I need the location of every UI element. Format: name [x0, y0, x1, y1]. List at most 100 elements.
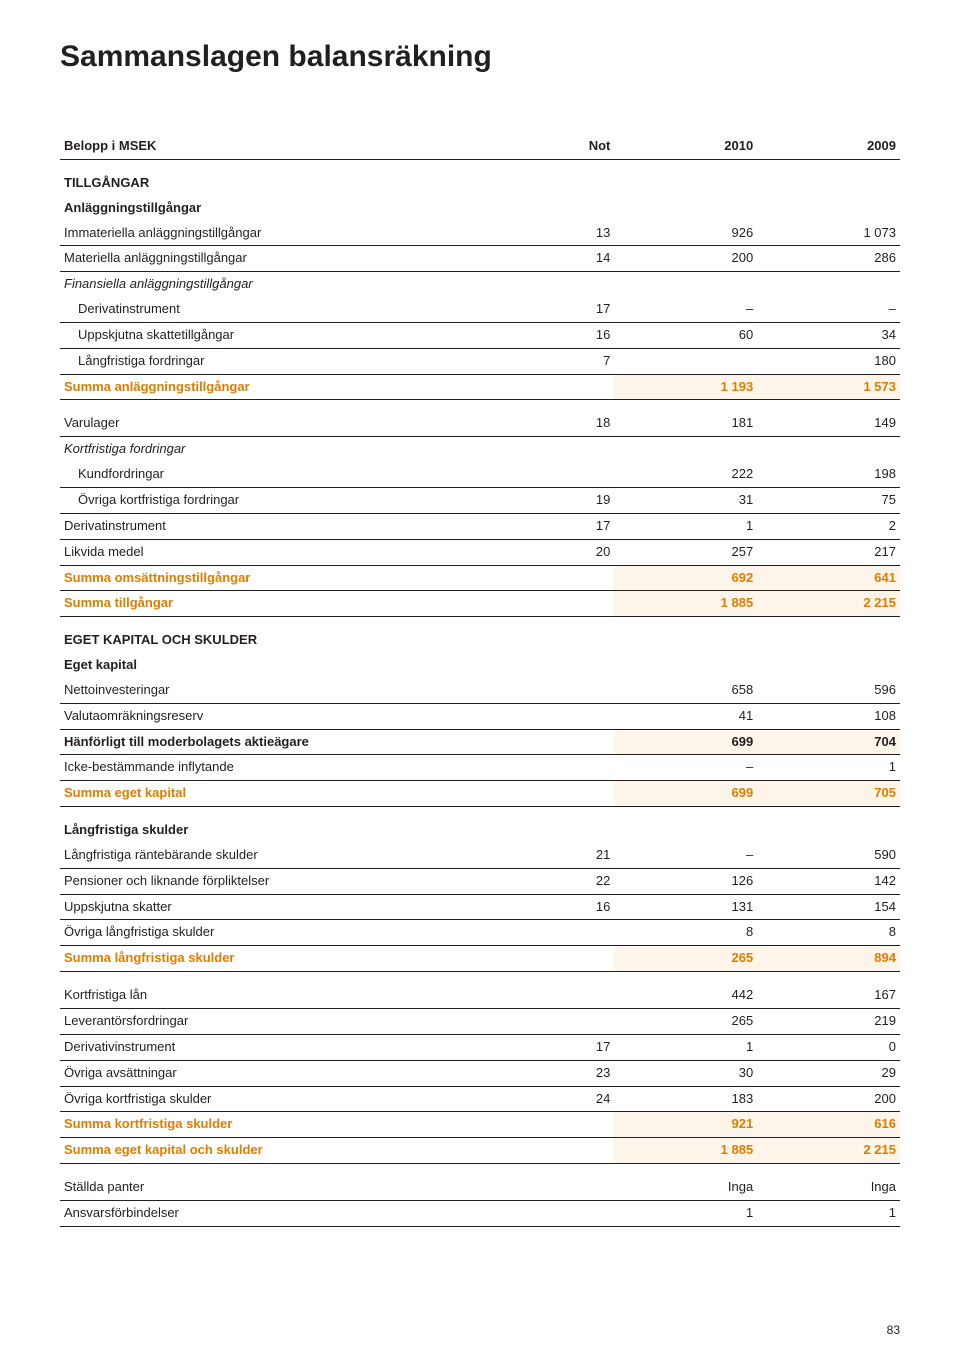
cell-year2: 142	[757, 868, 900, 894]
cell-not: 17	[530, 513, 614, 539]
cell-not	[530, 653, 614, 678]
cell-not	[530, 159, 614, 195]
cell-not: 21	[530, 843, 614, 868]
cell-year2: –	[757, 297, 900, 322]
cell-year1	[614, 807, 757, 843]
table-row: Summa kortfristiga skulder921616	[60, 1112, 900, 1138]
cell-not	[530, 678, 614, 703]
cell-label: Kortfristiga fordringar	[60, 437, 530, 462]
page-number: 83	[887, 1323, 900, 1337]
cell-label: Summa kortfristiga skulder	[60, 1112, 530, 1138]
cell-label: Uppskjutna skatter	[60, 894, 530, 920]
cell-year1	[614, 348, 757, 374]
cell-year1: 41	[614, 703, 757, 729]
cell-not	[530, 617, 614, 653]
table-row: Kortfristiga fordringar	[60, 437, 900, 462]
cell-year2: 705	[757, 781, 900, 807]
cell-year2: 1 073	[757, 221, 900, 246]
cell-not: 19	[530, 487, 614, 513]
cell-year2: 704	[757, 729, 900, 755]
cell-label: Övriga kortfristiga skulder	[60, 1086, 530, 1112]
cell-label: Övriga kortfristiga fordringar	[60, 487, 530, 513]
table-row: Eget kapital	[60, 653, 900, 678]
cell-not	[530, 1164, 614, 1201]
table-row: Varulager18181149	[60, 400, 900, 437]
cell-year2: 286	[757, 246, 900, 272]
cell-label: Materiella anläggningstillgångar	[60, 246, 530, 272]
cell-year1: 183	[614, 1086, 757, 1112]
cell-label: Ansvarsförbindelser	[60, 1200, 530, 1226]
cell-year1	[614, 437, 757, 462]
cell-label: Långfristiga räntebärande skulder	[60, 843, 530, 868]
table-row: Långfristiga skulder	[60, 807, 900, 843]
cell-label: Kundfordringar	[60, 462, 530, 487]
cell-label: Hänförligt till moderbolagets aktieägare	[60, 729, 530, 755]
cell-year1: 658	[614, 678, 757, 703]
cell-year1: 442	[614, 972, 757, 1009]
cell-year2: 2 215	[757, 1138, 900, 1164]
cell-label: Icke-bestämmande inflytande	[60, 755, 530, 781]
cell-year2: 180	[757, 348, 900, 374]
cell-year1	[614, 272, 757, 297]
table-row: Summa eget kapital och skulder1 8852 215	[60, 1138, 900, 1164]
cell-label: Anläggningstillgångar	[60, 196, 530, 221]
cell-label: Summa eget kapital och skulder	[60, 1138, 530, 1164]
cell-not: 24	[530, 1086, 614, 1112]
cell-not	[530, 807, 614, 843]
cell-label: Varulager	[60, 400, 530, 437]
cell-label: Pensioner och liknande förpliktelser	[60, 868, 530, 894]
cell-year2: 200	[757, 1086, 900, 1112]
cell-year2: 154	[757, 894, 900, 920]
table-row: EGET KAPITAL OCH SKULDER	[60, 617, 900, 653]
table-row: Långfristiga räntebärande skulder21–590	[60, 843, 900, 868]
cell-year2	[757, 653, 900, 678]
cell-not: 18	[530, 400, 614, 437]
table-row: Leverantörsfordringar265219	[60, 1009, 900, 1035]
table-row: Pensioner och liknande förpliktelser2212…	[60, 868, 900, 894]
cell-year1: 60	[614, 322, 757, 348]
cell-year1	[614, 617, 757, 653]
cell-not: 14	[530, 246, 614, 272]
cell-not	[530, 920, 614, 946]
table-row: Ställda panterIngaInga	[60, 1164, 900, 1201]
cell-year2	[757, 159, 900, 195]
cell-not	[530, 729, 614, 755]
cell-not	[530, 462, 614, 487]
hdr-label: Belopp i MSEK	[60, 134, 530, 159]
cell-label: Derivatinstrument	[60, 513, 530, 539]
table-row: TILLGÅNGAR	[60, 159, 900, 195]
table-row: Summa anläggningstillgångar1 1931 573	[60, 374, 900, 400]
cell-year2: 2	[757, 513, 900, 539]
cell-not	[530, 703, 614, 729]
cell-label: Övriga avsättningar	[60, 1060, 530, 1086]
cell-label: Summa långfristiga skulder	[60, 946, 530, 972]
cell-year2: 217	[757, 539, 900, 565]
table-row: Summa tillgångar1 8852 215	[60, 591, 900, 617]
hdr-year2: 2009	[757, 134, 900, 159]
cell-year2	[757, 617, 900, 653]
cell-year1: 921	[614, 1112, 757, 1138]
cell-year2: 75	[757, 487, 900, 513]
cell-year1: 200	[614, 246, 757, 272]
table-row: Derivatinstrument17––	[60, 297, 900, 322]
cell-label: Ställda panter	[60, 1164, 530, 1201]
table-header-row: Belopp i MSEK Not 2010 2009	[60, 134, 900, 159]
cell-label: Nettoinvesteringar	[60, 678, 530, 703]
cell-not	[530, 437, 614, 462]
cell-not: 22	[530, 868, 614, 894]
cell-year2	[757, 807, 900, 843]
cell-not: 17	[530, 1034, 614, 1060]
hdr-not: Not	[530, 134, 614, 159]
table-row: Summa eget kapital699705	[60, 781, 900, 807]
cell-label: Derivativinstrument	[60, 1034, 530, 1060]
cell-year1: 926	[614, 221, 757, 246]
cell-not	[530, 1200, 614, 1226]
cell-not: 13	[530, 221, 614, 246]
page: Sammanslagen balansräkning Belopp i MSEK…	[0, 0, 960, 1357]
cell-year2: 198	[757, 462, 900, 487]
cell-label: Uppskjutna skattetillgångar	[60, 322, 530, 348]
cell-year2: 29	[757, 1060, 900, 1086]
cell-not	[530, 591, 614, 617]
cell-not	[530, 196, 614, 221]
cell-year1: –	[614, 297, 757, 322]
